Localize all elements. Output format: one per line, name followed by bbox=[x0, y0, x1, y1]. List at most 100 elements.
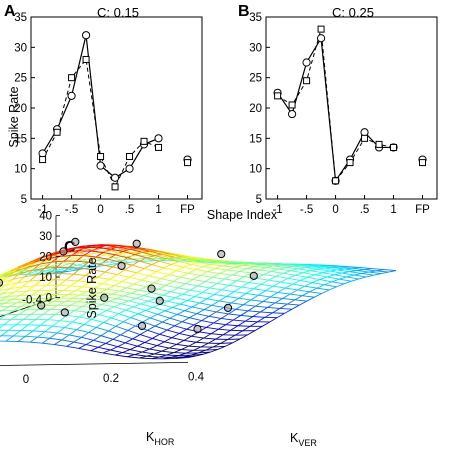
surface-mesh-line bbox=[142, 251, 155, 256]
point-square bbox=[39, 156, 47, 164]
surface-mesh-line bbox=[70, 280, 79, 287]
surface-mesh-line bbox=[133, 303, 142, 308]
surface-mesh-line bbox=[144, 248, 158, 252]
surface-mesh-line bbox=[60, 268, 73, 272]
surface-mesh-line bbox=[37, 253, 51, 260]
surface-mesh-line bbox=[213, 322, 226, 326]
panel-a-markers bbox=[38, 31, 192, 191]
surface-mesh-line bbox=[181, 321, 195, 326]
surface-mesh-line bbox=[105, 338, 114, 344]
surface-mesh-line bbox=[164, 307, 173, 312]
surface-mesh-line bbox=[33, 270, 46, 275]
surface-mesh-line bbox=[346, 274, 355, 278]
surface-mesh-line bbox=[111, 293, 125, 297]
surface-mesh-line bbox=[284, 308, 293, 314]
surface-mesh-line bbox=[90, 346, 99, 352]
point-square bbox=[274, 92, 282, 100]
surface-mesh-line bbox=[131, 292, 144, 297]
surface-mesh-line bbox=[119, 290, 132, 294]
surface-mesh-line bbox=[73, 336, 82, 343]
surface-mesh-line bbox=[158, 288, 171, 293]
surface-mesh-line bbox=[31, 290, 40, 296]
surface-mesh-line bbox=[98, 251, 107, 256]
surface-mesh-line bbox=[351, 278, 359, 282]
surface-mesh-line bbox=[366, 274, 374, 278]
surface-mesh-line bbox=[13, 330, 21, 337]
surface-mesh-line bbox=[316, 287, 330, 291]
surface-mesh-line bbox=[233, 286, 242, 293]
surface-mesh-line bbox=[65, 279, 79, 282]
surface-mesh-line bbox=[196, 313, 210, 317]
data-point bbox=[132, 239, 141, 248]
panel-c-hor-label: KHOR bbox=[146, 430, 175, 447]
surface-mesh-line bbox=[88, 327, 97, 333]
surface-mesh-line bbox=[281, 264, 294, 267]
surface-mesh-line bbox=[66, 250, 79, 253]
surface-mesh-line bbox=[383, 269, 397, 272]
surface-mesh-line bbox=[141, 275, 150, 281]
surface-mesh-line bbox=[172, 303, 181, 308]
surface-mesh-line bbox=[190, 353, 203, 356]
surface-mesh-line bbox=[88, 331, 102, 337]
surface-mesh-line bbox=[107, 288, 120, 292]
surface-mesh-line bbox=[164, 251, 177, 255]
surface-mesh-line bbox=[25, 330, 34, 337]
surface-mesh-line bbox=[358, 276, 367, 280]
surface-mesh-line bbox=[173, 256, 187, 261]
surface-mesh-line bbox=[77, 301, 90, 304]
surface-mesh-line bbox=[112, 334, 121, 340]
surface-mesh-line bbox=[98, 314, 112, 319]
surface-mesh-line bbox=[175, 266, 184, 272]
surface-mesh-line bbox=[168, 343, 177, 349]
surface-mesh-line bbox=[271, 271, 284, 274]
surface-mesh-line bbox=[243, 304, 256, 307]
surface-mesh-line bbox=[122, 352, 135, 356]
surface-mesh-line bbox=[238, 297, 251, 301]
surface-mesh-line bbox=[166, 325, 175, 331]
surface-mesh-line bbox=[300, 265, 314, 268]
data-point bbox=[193, 325, 202, 334]
surface-mesh-line bbox=[323, 264, 336, 267]
surface-mesh-line bbox=[0, 296, 8, 301]
surface-mesh-line bbox=[64, 321, 73, 328]
surface-mesh-line bbox=[241, 282, 250, 288]
surface-mesh-line bbox=[64, 327, 77, 331]
surface-mesh-line bbox=[229, 263, 243, 266]
surface-mesh-line bbox=[57, 332, 70, 336]
hor-tick-label: -0.4 bbox=[22, 295, 42, 307]
surface-mesh-line bbox=[132, 338, 145, 343]
surface-mesh-line bbox=[169, 253, 182, 258]
surface-mesh-line bbox=[268, 275, 277, 281]
surface-mesh-line bbox=[175, 357, 189, 359]
surface-mesh-line bbox=[145, 309, 158, 315]
surface-mesh-line bbox=[49, 337, 62, 341]
surface-mesh-line bbox=[12, 276, 25, 280]
surface-mesh-line bbox=[142, 321, 156, 327]
surface-mesh-line bbox=[94, 307, 107, 311]
point-square bbox=[303, 77, 311, 85]
surface-mesh-line bbox=[115, 254, 128, 259]
surface-mesh-line bbox=[0, 270, 11, 277]
surface-mesh-line bbox=[26, 290, 40, 292]
surface-mesh-line bbox=[79, 291, 88, 296]
surface-mesh-line bbox=[93, 339, 106, 344]
surface-mesh-line bbox=[5, 335, 14, 342]
surface-mesh-line bbox=[148, 297, 156, 302]
surface-mesh-line bbox=[52, 320, 61, 327]
surface-mesh-line bbox=[126, 287, 139, 291]
surface-mesh-line bbox=[167, 300, 181, 305]
surface-mesh-line bbox=[113, 338, 126, 344]
surface-mesh-line bbox=[189, 317, 202, 322]
x-tick-label: -1 bbox=[37, 204, 47, 216]
surface-mesh-line bbox=[292, 280, 301, 285]
surface-mesh-line bbox=[22, 261, 36, 267]
surface-mesh-line bbox=[97, 276, 110, 280]
surface-mesh-line bbox=[28, 298, 37, 303]
surface-mesh-line bbox=[274, 298, 283, 304]
surface-mesh-line bbox=[74, 246, 87, 249]
surface-mesh-line bbox=[58, 279, 67, 286]
surface-mesh-line bbox=[80, 266, 93, 270]
surface-mesh-line bbox=[307, 276, 320, 281]
surface-mesh-line bbox=[201, 315, 210, 321]
surface-mesh-line bbox=[122, 349, 131, 353]
